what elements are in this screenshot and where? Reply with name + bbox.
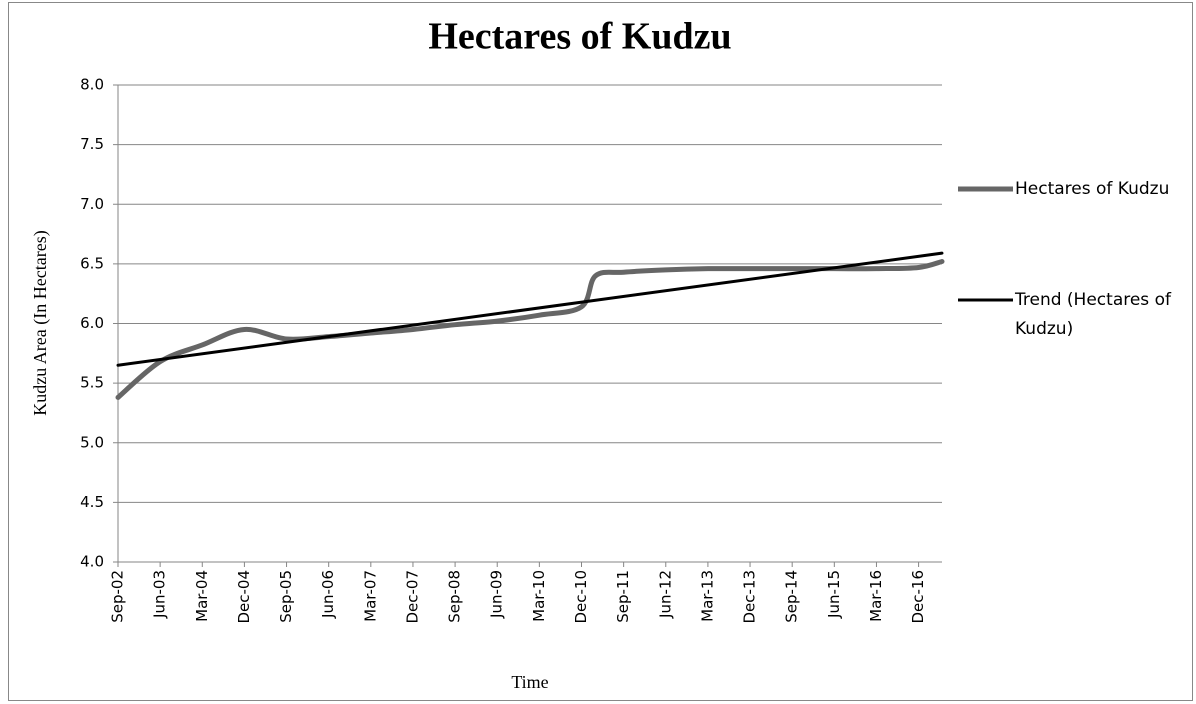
x-tick-label: Jun-12 [656,570,674,619]
y-tick-label: 5.0 [80,433,104,451]
x-tick-label: Sep-05 [277,570,295,623]
x-tick-label: Jun-06 [319,570,337,619]
x-tick-label: Jun-09 [488,570,506,619]
y-tick-label: 8.0 [80,76,104,94]
y-tick-label: 6.5 [80,254,104,272]
x-tick-label: Sep-08 [446,570,464,623]
x-tick-label: Sep-14 [783,570,801,623]
x-tick-label: Dec-16 [909,570,927,624]
x-tick-label: Jun-15 [825,570,843,619]
y-tick-label: 7.0 [80,195,104,213]
x-tick-label: Mar-07 [361,570,379,622]
x-axis-label: Time [511,672,548,692]
x-tick-label: Dec-04 [235,570,253,624]
x-tick-label: Dec-10 [572,570,590,624]
y-axis-label: Kudzu Area (In Hectares) [30,230,51,415]
x-tick-label: Dec-13 [741,570,759,624]
y-tick-label: 6.0 [80,314,104,332]
data-line [115,258,945,400]
legend-label: Hectares of Kudzu [1015,179,1170,199]
x-tick-label: Sep-11 [614,570,632,623]
legend-label: Trend (Hectares of Kudzu) [1015,290,1171,339]
x-tick-label: Jun-03 [151,570,169,619]
y-tick-label: 7.5 [80,135,104,153]
x-tick-label: Mar-10 [530,570,548,622]
y-tick-label: 4.5 [80,493,104,511]
x-tick-label: Dec-07 [403,570,421,624]
chart-frame [8,2,1193,701]
x-tick-label: Mar-04 [193,570,211,622]
y-tick-label: 4.0 [80,553,104,571]
chart-title: Hectares of Kudzu [428,16,731,58]
y-tick-label: 5.5 [80,374,104,392]
x-tick-label: Sep-02 [109,570,127,623]
x-tick-label: Mar-13 [698,570,716,622]
x-tick-label: Mar-16 [867,570,885,622]
trend-line [116,251,944,367]
